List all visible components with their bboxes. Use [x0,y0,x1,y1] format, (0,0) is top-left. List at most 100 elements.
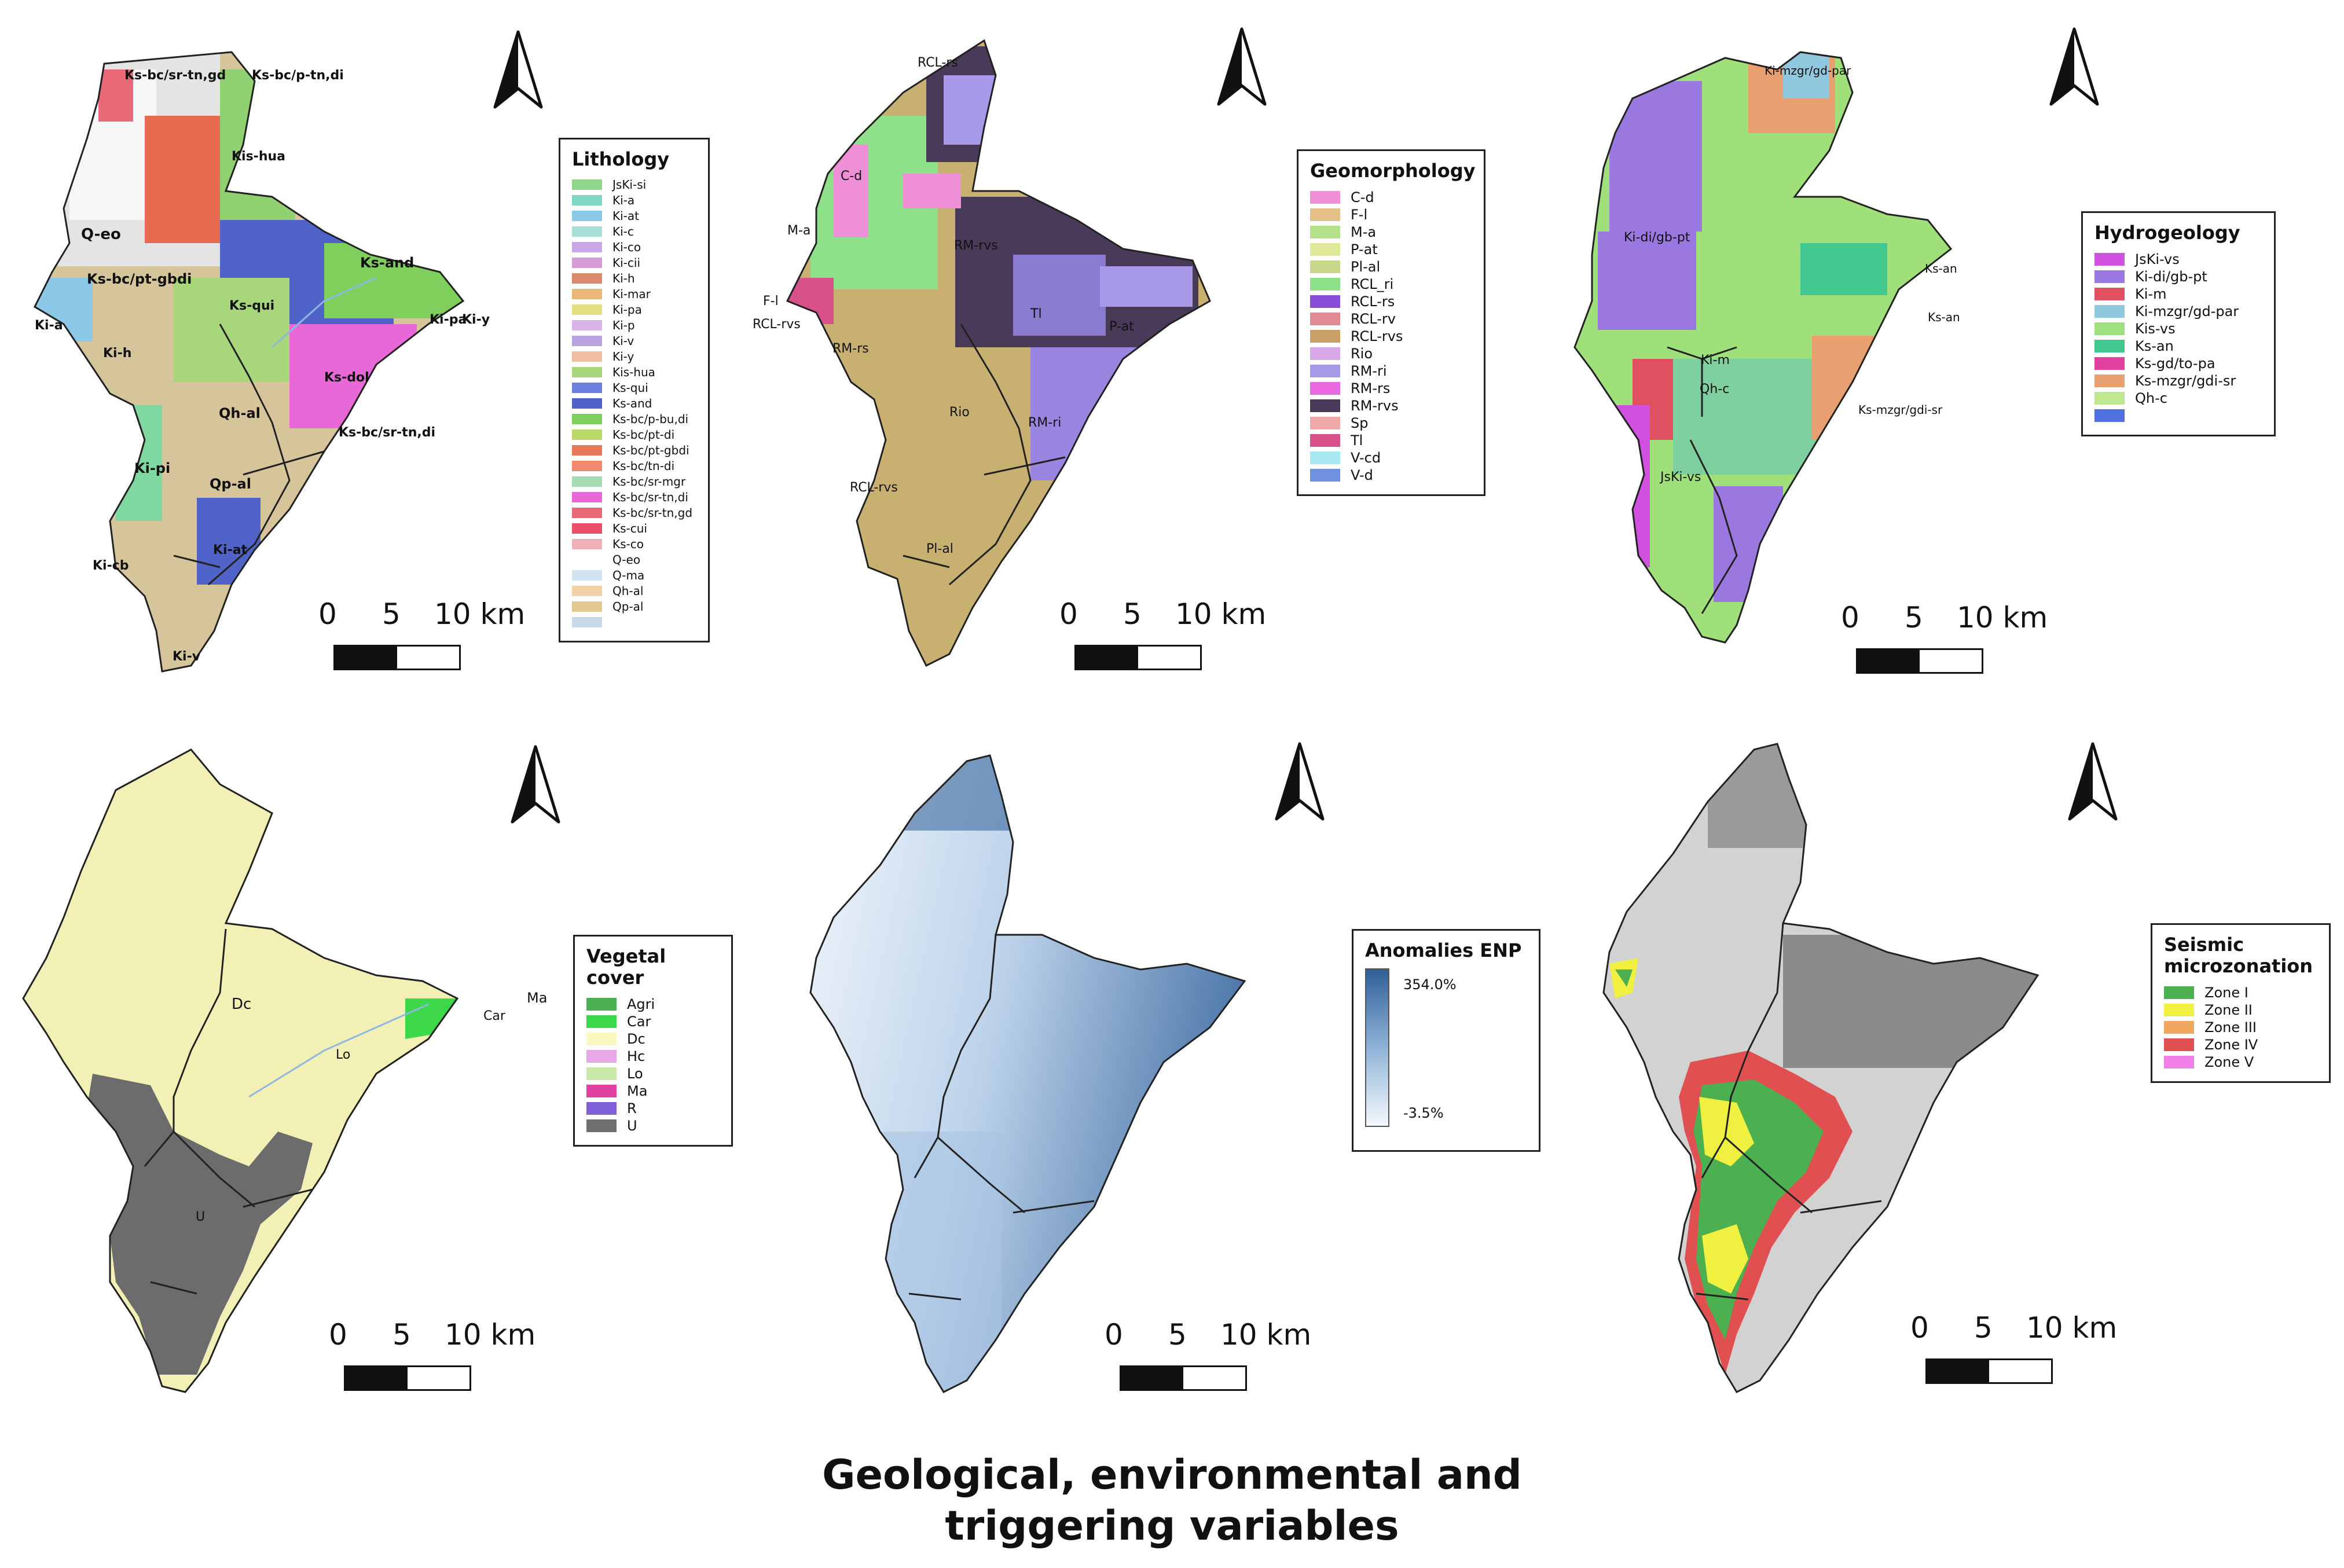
legend-entry: U [586,1117,720,1134]
lith-label-1: Ks-bc/p-tn,di [252,68,344,83]
scale-label-5: 5 [1168,1318,1187,1352]
legend-label: Zone IV [2204,1036,2258,1053]
legend-label: Ks-an [2135,337,2174,354]
legend-label: Ki-h [612,271,635,286]
legend-swatch [572,601,602,612]
legend-swatch [586,1032,617,1045]
legend-swatch [586,1015,617,1028]
legend-swatch [2094,339,2125,352]
geo-label-2: M-a [787,223,811,238]
legend-entry: Q-eo [572,552,696,568]
legend-label: F-l [1351,206,1368,223]
legend-swatch [572,555,602,565]
legend-label: Qh-al [612,584,644,598]
legend-label: V-cd [1351,449,1381,466]
legend-entry: Ki-at [572,208,696,224]
legend-entry: Ki-a [572,193,696,208]
vegetal-cover-panel: Dc Ma Car Lo U Vegetal cover Agri Car Dc Hc… [0,726,781,1450]
legend-swatch [1310,260,1340,273]
legend-swatch [1310,468,1340,482]
legend-label: Ks-gd/to-pa [2135,355,2215,372]
legend-swatch [572,258,602,269]
legend-swatch [586,1101,617,1115]
legend-entry: Ks-an [2094,337,2262,355]
legend-entries: Agri Car Dc Hc Lo Ma R U [586,996,720,1134]
lith-label-6: Ks-qui [229,299,275,313]
legend-label: Ki-co [612,240,641,255]
lith-label-10: Ki-h [103,346,132,361]
geomorphology-panel: RCL-rs C-d M-a RM-rvs F-l RCL-rvs RM-rs … [753,0,1534,724]
geo-label-8: P-at [1109,320,1134,334]
legend-entry: JsKi-si [572,177,696,193]
max-label: 354.0% [1403,976,1457,993]
scale-label-10: 10 km [1220,1318,1312,1352]
legend-entry: Ks-bc/p-bu,di [572,412,696,427]
legend-swatch [1310,243,1340,256]
legend-swatch [2164,986,2194,999]
legend-label: Dc [627,1030,645,1047]
legend-entry: RM-ri [1310,362,1472,380]
legend-entry: Ks-bc/sr-mgr [572,474,696,490]
legend-entry: Ki-di/gb-pt [2094,268,2262,285]
legend-entry [2094,407,2262,424]
legend-entry: Zone III [2164,1019,2317,1036]
lith-label-5: Ks-and [360,255,414,271]
legend-label: Ki-pa [612,303,642,317]
legend-label: Ks-cui [612,522,647,536]
legend-swatch [572,336,602,347]
legend-label: Kis-vs [2135,320,2176,337]
legend-label: Zone I [2204,984,2248,1001]
lithology-legend: Lithology JsKi-si Ki-a Ki-at Ki-c Ki-co Ki-ci… [559,138,710,642]
lith-label-12: Qh-al [219,405,261,421]
legend-entry: Qp-al [572,599,696,615]
legend-label: R [627,1100,637,1117]
legend-swatch [2164,1038,2194,1051]
scale-label-0: 0 [329,1318,347,1352]
legend-label: Ki-di/gb-pt [2135,268,2207,285]
legend-entry: V-cd [1310,449,1472,467]
legend-label: P-at [1351,241,1378,258]
legend-swatch [2094,374,2125,387]
legend-entry: RM-rvs [1310,397,1472,414]
legend-label: Ki-p [612,318,635,333]
north-arrow-icon [1275,742,1325,821]
legend-label: Rio [1351,345,1373,362]
legend-entry: Ks-bc/sr-tn,gd [572,505,696,521]
lith-label-0: Ks-bc/sr-tn,gd [124,68,226,83]
geomorphology-map [786,39,1211,667]
legend-entry: Ki-h [572,271,696,287]
geo-label-9: Rio [949,405,970,420]
legend-swatch [2094,391,2125,405]
legend-entry: RM-rs [1310,380,1472,397]
legend-entry: V-d [1310,467,1472,484]
legend-label: M-a [1351,223,1377,240]
legend-entry: Qh-al [572,583,696,599]
legend-swatch [2164,1055,2194,1068]
geo-label-3: RM-rvs [954,238,998,253]
geomorphology-legend: Geomorphology C-d F-l M-a P-at Pl-al RCL_ri RC… [1297,149,1485,496]
seismic-legend: Seismic microzonation Zone I Zone II Zone … [2151,923,2331,1083]
legend-label: Hc [627,1048,645,1064]
seismic-map [1602,743,2039,1393]
legend-entry: Ks-gd/to-pa [2094,355,2262,372]
legend-entry: Zone V [2164,1053,2317,1071]
legend-swatch [2164,1003,2194,1016]
legend-label: Ks-and [612,396,652,411]
legend-swatch [586,1067,617,1080]
legend-title: Vegetal cover [586,945,666,989]
scale-label-0: 0 [1910,1311,1929,1345]
legend-entry: Ki-y [572,349,696,365]
legend-entry: RCL_ri [1310,276,1472,293]
legend-entry: Ks-bc/tn-di [572,458,696,474]
legend-swatch [572,492,602,503]
legend-label: Ki-c [612,225,634,239]
legend-swatch [1310,208,1340,221]
legend-swatch [586,1049,617,1063]
legend-swatch [572,242,602,253]
legend-label: U [627,1117,637,1134]
legend-swatch [572,195,602,206]
geo-label-10: RM-ri [1028,416,1062,430]
legend-swatch [572,429,602,440]
hyd-label-5: Qh-c [1700,382,1730,396]
lith-label-13: Ks-bc/sr-tn,di [339,425,435,440]
